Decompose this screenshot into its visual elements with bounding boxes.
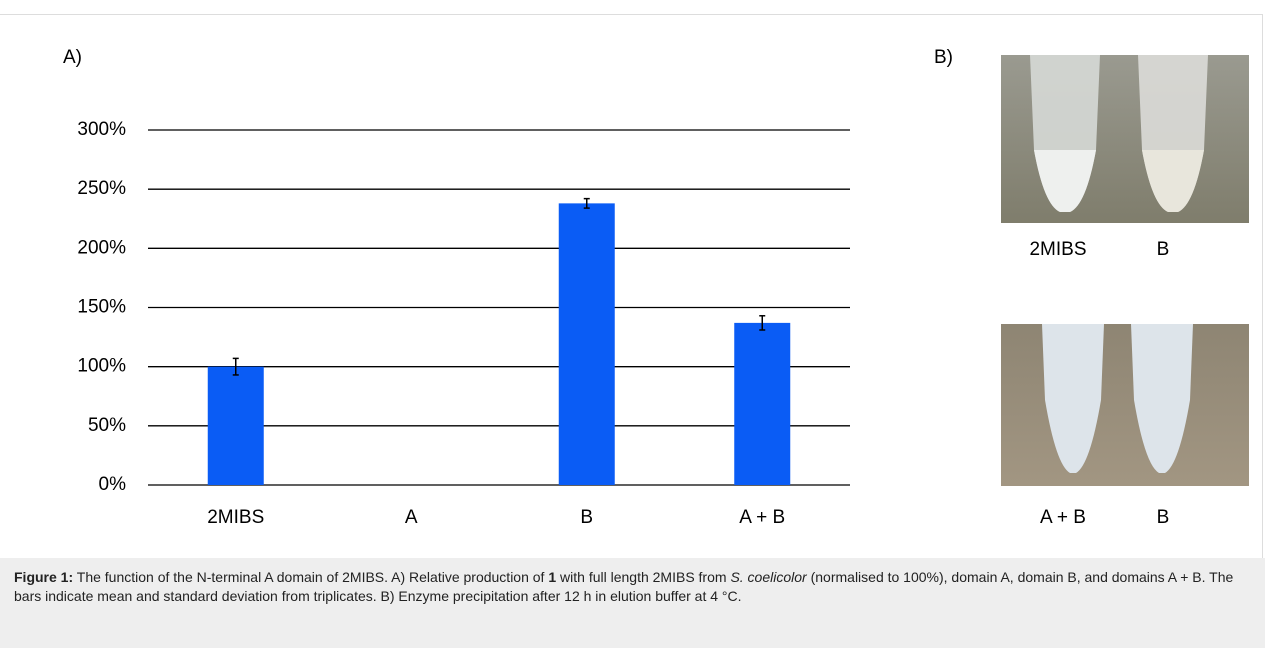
y-tick-label: 250% <box>77 178 126 199</box>
bar <box>734 323 790 485</box>
panel-label: A) <box>63 47 82 68</box>
page: A) B) 2MIBS B A + B B 0% 50% 100% 150% 200% 2… <box>0 0 1265 648</box>
caption-text: 1 <box>548 569 556 585</box>
bar <box>559 203 615 485</box>
panel-label: B) <box>934 47 953 68</box>
y-tick-label: 200% <box>77 237 126 258</box>
caption-text: S. coelicolor <box>730 569 806 585</box>
x-tick-label: A + B <box>739 507 785 528</box>
photo-label: 2MIBS <box>1029 239 1086 260</box>
y-tick-label: 300% <box>77 119 126 140</box>
photo-label: A + B <box>1040 507 1086 528</box>
x-tick-label: B <box>580 507 593 528</box>
caption: Figure 1: The function of the N-terminal… <box>0 558 1265 648</box>
y-tick-label: 0% <box>99 474 127 495</box>
y-tick-label: 100% <box>77 356 126 377</box>
x-tick-label: A <box>405 507 418 528</box>
caption-text: with full length 2MIBS from <box>556 569 730 585</box>
y-tick-label: 150% <box>77 297 126 318</box>
y-tick-label: 50% <box>88 415 126 436</box>
caption-text: The function of the N-terminal A domain … <box>73 569 548 585</box>
bar <box>208 367 264 485</box>
figure: A) B) 2MIBS B A + B B 0% 50% 100% 150% 200% 2… <box>0 0 1265 558</box>
photo-bottom <box>1001 324 1249 486</box>
photo-label: B <box>1157 507 1170 528</box>
photo-top <box>1001 55 1249 223</box>
photo-label: B <box>1157 239 1170 260</box>
caption-label: Figure 1: <box>14 569 73 585</box>
x-tick-label: 2MIBS <box>207 507 264 528</box>
